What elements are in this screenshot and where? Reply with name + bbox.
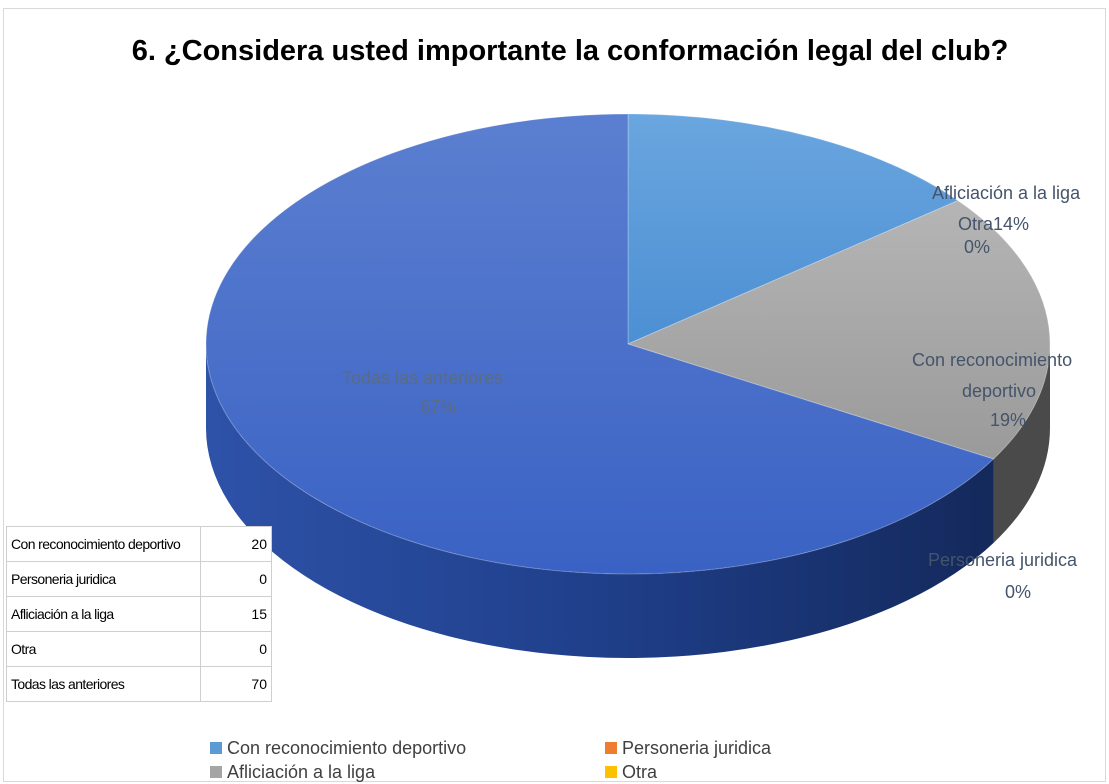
table-row: Todas las anteriores 70 bbox=[6, 666, 272, 702]
label-reconocimiento-2: deportivo bbox=[962, 381, 1036, 401]
label-todas-pct: 67% bbox=[420, 397, 456, 417]
legend-item-personeria: Personeria juridica bbox=[605, 738, 771, 759]
table-cell-value: 0 bbox=[200, 561, 272, 597]
label-otra: Otra14% bbox=[958, 214, 1029, 234]
table-row: Otra 0 bbox=[6, 631, 272, 667]
label-todas: Todas las anteriores bbox=[342, 368, 503, 388]
table-cell-label: Otra bbox=[6, 631, 201, 667]
pie-side-0 bbox=[993, 344, 1050, 543]
table-row: Personeria juridica 0 bbox=[6, 561, 272, 597]
table-cell-label: Personeria juridica bbox=[6, 561, 201, 597]
pie-slice-2 bbox=[627, 113, 959, 345]
pie-slice-4 bbox=[205, 113, 995, 575]
pie-side-4 bbox=[206, 344, 994, 658]
legend-item-reconocimiento: Con reconocimiento deportivo bbox=[210, 738, 466, 759]
table-cell-label: Todas las anteriores bbox=[6, 666, 201, 702]
legend-label: Afliciación a la liga bbox=[227, 762, 376, 782]
label-personeria-pct: 0% bbox=[1005, 582, 1031, 602]
chart-title: 6. ¿Considera usted importante la confor… bbox=[131, 35, 1009, 67]
legend-swatch bbox=[210, 742, 222, 754]
legend-label: Personeria juridica bbox=[622, 738, 772, 758]
table-row: Con reconocimiento deportivo 20 bbox=[6, 526, 272, 562]
label-otra-pct: 0% bbox=[964, 237, 990, 257]
legend-swatch bbox=[605, 766, 617, 778]
table-cell-value: 70 bbox=[200, 666, 272, 702]
table-row: Afliciación a la liga 15 bbox=[6, 596, 272, 632]
pie-slice-0 bbox=[626, 200, 1051, 460]
legend-swatch bbox=[605, 742, 617, 754]
label-afliciacion: Afliciación a la liga bbox=[932, 183, 1081, 203]
table-cell-value: 20 bbox=[200, 526, 272, 562]
label-personeria: Personeria juridica bbox=[928, 550, 1078, 570]
legend-item-otra: Otra bbox=[605, 762, 657, 783]
legend-item-afliciacion: Afliciación a la liga bbox=[210, 762, 375, 783]
label-reconocimiento-pct: 19% bbox=[990, 410, 1026, 430]
legend-swatch bbox=[210, 766, 222, 778]
data-table: Con reconocimiento deportivo 20 Personeri… bbox=[6, 526, 272, 702]
table-cell-label: Con reconocimiento deportivo bbox=[6, 526, 201, 562]
label-reconocimiento-1: Con reconocimiento bbox=[912, 350, 1072, 370]
table-cell-label: Afliciación a la liga bbox=[6, 596, 201, 632]
chart-frame bbox=[3, 8, 1106, 782]
table-cell-value: 0 bbox=[200, 631, 272, 667]
legend-label: Otra bbox=[622, 762, 658, 782]
table-cell-value: 15 bbox=[200, 596, 272, 632]
legend-label: Con reconocimiento deportivo bbox=[227, 738, 467, 758]
